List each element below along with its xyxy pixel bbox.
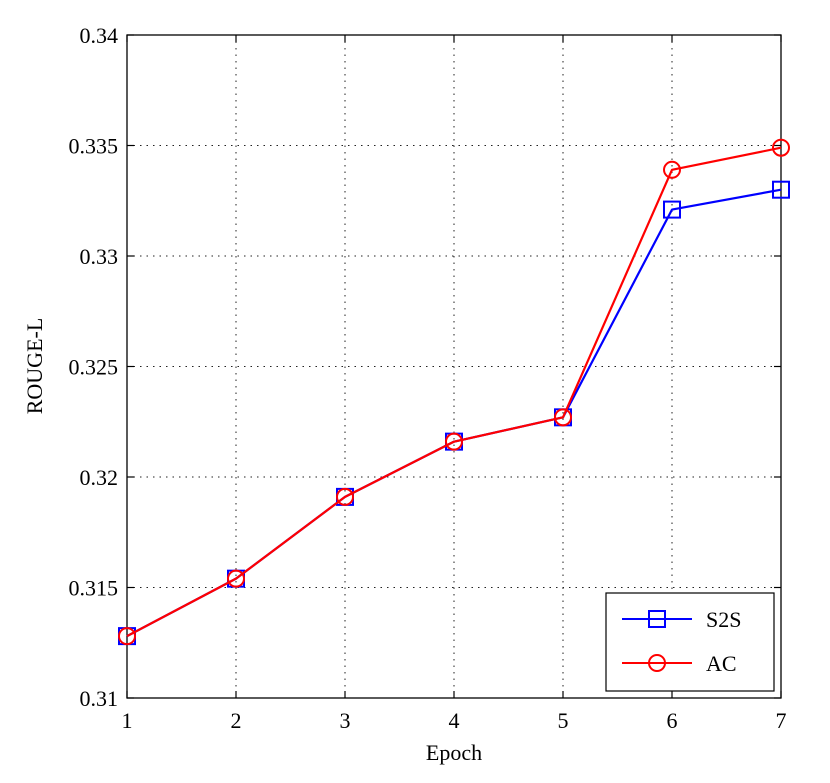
x-tick-label: 6: [667, 708, 678, 733]
y-tick-label: 0.32: [80, 465, 119, 490]
y-tick-label: 0.315: [69, 576, 119, 601]
legend-entry-ac: AC: [622, 651, 737, 676]
legend-label-s2s: S2S: [706, 607, 741, 632]
y-tick-label: 0.335: [69, 134, 119, 159]
data-point-ac: [445, 432, 463, 451]
x-tick-label: 5: [558, 708, 569, 733]
y-tick-label: 0.31: [80, 686, 119, 711]
legend-box: [605, 592, 775, 692]
x-tick-label: 4: [449, 708, 460, 733]
x-axis-label: Epoch: [426, 740, 482, 765]
y-axis-tick-labels: 0.31 0.315 0.32 0.325 0.33 0.335 0.34: [69, 23, 119, 711]
axis-ticks: [126, 34, 782, 699]
legend-label-ac: AC: [706, 651, 737, 676]
y-tick-label: 0.325: [69, 355, 119, 380]
data-point-ac: [118, 627, 136, 646]
x-tick-label: 3: [340, 708, 351, 733]
x-tick-label: 1: [122, 708, 133, 733]
y-axis-label: ROUGE-L: [22, 318, 47, 415]
x-axis-tick-labels: 1 2 3 4 5 6 7: [122, 708, 787, 733]
data-point-ac: [663, 160, 681, 179]
series-line-ac: [126, 146, 782, 638]
legend: S2S AC: [605, 592, 775, 692]
data-point-ac: [554, 408, 572, 427]
legend-square-marker: [648, 610, 666, 628]
series-ac: [118, 138, 790, 646]
data-point-ac: [336, 487, 354, 506]
series: [118, 138, 790, 646]
x-tick-label: 7: [776, 708, 787, 733]
data-point-ac: [227, 569, 245, 588]
x-tick-label: 2: [231, 708, 242, 733]
data-point-ac: [772, 138, 790, 157]
data-point-s2s: [772, 180, 790, 199]
data-point-s2s: [663, 200, 681, 219]
y-tick-label: 0.34: [80, 23, 119, 48]
legend-circle-marker: [648, 654, 666, 672]
y-tick-label: 0.33: [80, 244, 119, 269]
legend-entry-s2s: S2S: [622, 607, 741, 632]
